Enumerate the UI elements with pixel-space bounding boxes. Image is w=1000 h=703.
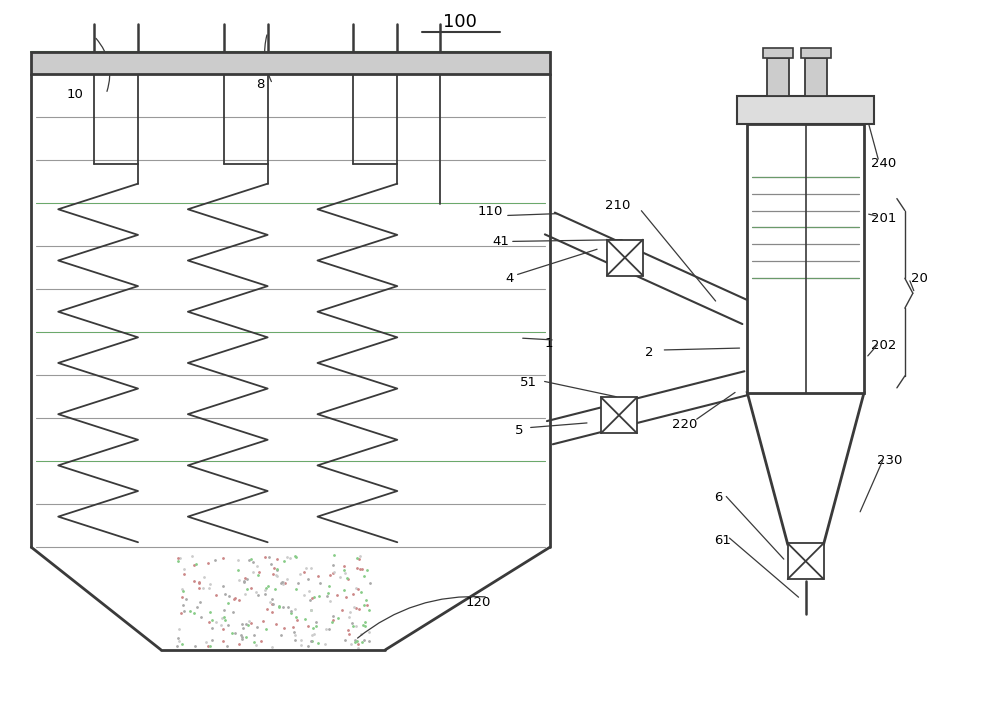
Text: 61: 61 [714, 534, 731, 547]
Bar [767, 58, 789, 96]
Text: 201: 201 [871, 212, 896, 225]
Text: 100: 100 [443, 13, 477, 32]
Text: 220: 220 [672, 418, 697, 431]
Text: 240: 240 [871, 157, 896, 170]
Bar [801, 49, 831, 58]
Bar [747, 124, 864, 393]
Text: 41: 41 [492, 235, 509, 248]
Bar [805, 58, 827, 96]
Text: 5: 5 [515, 424, 523, 437]
Text: 120: 120 [465, 595, 490, 609]
Text: 230: 230 [877, 454, 902, 467]
Bar [607, 240, 643, 276]
Text: 1: 1 [545, 337, 553, 349]
Text: 10: 10 [66, 87, 83, 101]
Text: 210: 210 [605, 199, 630, 212]
Text: 3: 3 [757, 115, 766, 129]
Text: 51: 51 [520, 376, 537, 389]
Text: 202: 202 [871, 339, 896, 352]
Text: 20: 20 [911, 272, 928, 285]
Bar [788, 543, 824, 579]
Bar [763, 49, 793, 58]
Text: 4: 4 [505, 272, 513, 285]
Polygon shape [747, 393, 864, 544]
Bar [601, 397, 637, 433]
Text: 8: 8 [256, 77, 264, 91]
Text: 7: 7 [817, 115, 826, 129]
Bar [31, 52, 550, 74]
Bar [737, 96, 874, 124]
Text: 6: 6 [714, 491, 723, 504]
Text: 110: 110 [478, 205, 503, 218]
Text: 2: 2 [645, 347, 653, 359]
